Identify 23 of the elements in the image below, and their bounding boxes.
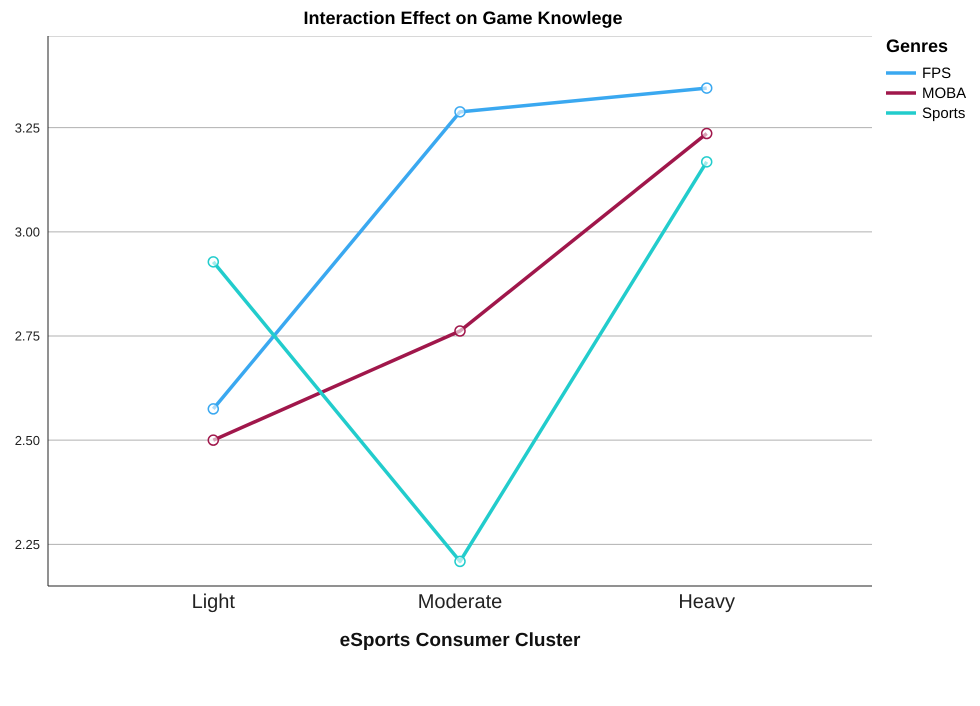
y-tick-label: 3.25 [14, 120, 40, 136]
y-tick-label: 2.75 [14, 328, 40, 344]
x-tick-label: Heavy [678, 591, 736, 614]
x-tick-label: Moderate [418, 591, 502, 614]
x-axis-title: eSports Consumer Cluster [340, 630, 581, 651]
y-tick-label: 2.50 [14, 432, 40, 448]
point [208, 403, 220, 415]
point [700, 156, 712, 168]
point [208, 434, 220, 446]
chart-title: Interaction Effect on Game Knowlege [302, 8, 624, 30]
y-tick-label: 2.25 [14, 536, 40, 552]
point [208, 256, 220, 268]
legend-title: Genres [886, 36, 950, 57]
legend-label: MOBA [922, 84, 966, 102]
x-tick-label: Light [192, 591, 236, 614]
point [454, 325, 466, 337]
point [454, 556, 466, 568]
point [454, 106, 466, 118]
point [700, 82, 712, 94]
legend-label: FPS [922, 64, 952, 82]
legend-label: Sports [922, 104, 966, 122]
point [700, 128, 712, 140]
y-tick-label: 3.00 [14, 224, 40, 240]
